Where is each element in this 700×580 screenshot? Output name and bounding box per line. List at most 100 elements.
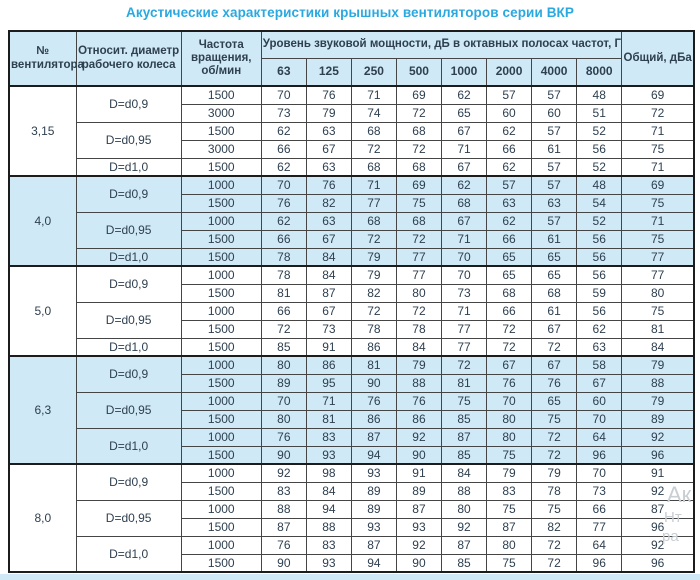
spl-value-cell: 94 <box>305 499 352 519</box>
spl-value-cell: 48 <box>576 175 623 195</box>
spl-value-cell: 70 <box>576 409 623 429</box>
rpm-cell: 1500 <box>180 283 262 303</box>
table-row: D=d1,0 1500 78 84 79 77 70 65 65 56 77 <box>9 247 695 267</box>
spl-value-cell: 87 <box>440 535 488 555</box>
rpm-cell: 1000 <box>180 265 262 285</box>
spl-value-cell: 57 <box>486 85 533 105</box>
spl-value-cell: 68 <box>440 193 488 213</box>
spl-value-cell: 56 <box>576 265 623 285</box>
total-cell: 92 <box>621 481 695 501</box>
spl-value-cell: 65 <box>531 265 578 285</box>
spl-value-cell: 72 <box>260 319 307 339</box>
spl-value-cell: 87 <box>350 535 397 555</box>
table-row: 1500 87 88 93 93 92 87 82 77 96 <box>9 517 695 537</box>
spl-value-cell: 67 <box>440 157 488 177</box>
spl-value-cell: 60 <box>486 103 533 123</box>
spl-value-cell: 71 <box>350 175 397 195</box>
spl-value-cell: 76 <box>531 373 578 393</box>
total-cell: 69 <box>621 175 695 195</box>
spl-value-cell: 78 <box>260 265 307 285</box>
spl-value-cell: 88 <box>440 481 488 501</box>
table-row: 4,0 D=d0,9 1000 70 76 71 69 62 57 57 48 69 <box>8 175 695 267</box>
frequency-header: 1000 <box>440 57 488 87</box>
spl-value-cell: 87 <box>260 517 307 537</box>
spl-value-cell: 76 <box>305 175 352 195</box>
spl-value-cell: 81 <box>305 409 352 429</box>
spl-value-cell: 57 <box>531 157 578 177</box>
spl-value-cell: 85 <box>260 337 307 357</box>
spl-value-cell: 72 <box>395 301 442 321</box>
rpm-cell: 1500 <box>180 445 262 465</box>
spl-value-cell: 62 <box>486 157 533 177</box>
spl-value-cell: 52 <box>576 121 623 141</box>
table-row: D=d0,95 1000 70 71 76 76 75 70 65 60 79 <box>9 391 695 429</box>
spl-value-cell: 67 <box>576 373 623 393</box>
spl-value-cell: 93 <box>395 517 442 537</box>
total-cell: 81 <box>621 319 695 339</box>
spl-span-header: Уровень звуковой мощности, дБ в октавных… <box>260 30 623 59</box>
spl-value-cell: 72 <box>350 301 397 321</box>
spl-value-cell: 86 <box>350 409 397 429</box>
spl-value-cell: 64 <box>576 535 623 555</box>
total-cell: 75 <box>621 229 695 249</box>
total-cell: 72 <box>621 103 695 123</box>
spl-value-cell: 83 <box>305 535 352 555</box>
frequency-header: 4000 <box>531 57 578 87</box>
spl-value-cell: 59 <box>576 283 623 303</box>
spl-value-cell: 52 <box>576 157 623 177</box>
spl-value-cell: 72 <box>395 103 442 123</box>
spl-value-cell: 75 <box>486 499 533 519</box>
total-cell: 80 <box>621 283 695 303</box>
table-row: D=d0,95 1000 62 63 68 68 67 62 57 52 71 <box>9 211 695 249</box>
spl-value-cell: 68 <box>395 121 442 141</box>
rpm-header: Частота вращения, об/мин <box>180 30 262 87</box>
table-row: 1500 90 93 94 90 85 75 72 96 96 <box>9 553 695 573</box>
spl-value-cell: 90 <box>395 553 442 573</box>
rpm-cell: 1000 <box>180 211 262 231</box>
spl-value-cell: 56 <box>576 139 623 159</box>
diameter-cell: D=d1,0 <box>75 427 182 465</box>
spl-value-cell: 65 <box>531 247 578 267</box>
diameter-cell: D=d1,0 <box>75 337 182 357</box>
spl-value-cell: 75 <box>531 409 578 429</box>
spl-value-cell: 76 <box>260 193 307 213</box>
spl-value-cell: 92 <box>395 427 442 447</box>
spl-value-cell: 62 <box>260 121 307 141</box>
spl-value-cell: 72 <box>531 427 578 447</box>
rpm-cell: 1500 <box>180 193 262 213</box>
spl-value-cell: 72 <box>531 553 578 573</box>
total-cell: 87 <box>621 499 695 519</box>
spl-value-cell: 80 <box>395 283 442 303</box>
spl-value-cell: 85 <box>440 445 488 465</box>
spl-value-cell: 68 <box>350 157 397 177</box>
page-title: Акустические характеристики крышных вент… <box>125 5 574 20</box>
rpm-cell: 1500 <box>180 553 262 573</box>
fan-number-cell: 3,15 <box>8 85 77 177</box>
table-row: 1500 89 95 90 88 81 76 76 67 88 <box>9 373 695 393</box>
spl-value-cell: 64 <box>576 427 623 447</box>
fan-number-cell: 5,0 <box>8 265 77 357</box>
spl-value-cell: 71 <box>440 229 488 249</box>
frequency-header: 8000 <box>576 57 623 87</box>
total-cell: 71 <box>621 211 695 231</box>
spl-value-cell: 69 <box>395 85 442 105</box>
fan-number-cell: 8,0 <box>8 463 77 573</box>
spl-value-cell: 70 <box>260 85 307 105</box>
spl-value-cell: 67 <box>305 301 352 321</box>
spl-value-cell: 95 <box>305 373 352 393</box>
rpm-cell: 3000 <box>180 139 262 159</box>
total-cell: 75 <box>621 139 695 159</box>
spl-value-cell: 76 <box>260 427 307 447</box>
spl-value-cell: 72 <box>531 535 578 555</box>
rpm-cell: 1000 <box>180 175 262 195</box>
total-cell: 77 <box>621 247 695 267</box>
spl-value-cell: 62 <box>486 121 533 141</box>
spl-value-cell: 72 <box>350 229 397 249</box>
spl-value-cell: 80 <box>440 499 488 519</box>
spl-value-cell: 73 <box>305 319 352 339</box>
spl-value-cell: 72 <box>350 139 397 159</box>
spl-value-cell: 62 <box>486 211 533 231</box>
diameter-cell: D=d1,0 <box>75 157 182 177</box>
total-cell: 89 <box>621 409 695 429</box>
spl-value-cell: 56 <box>576 247 623 267</box>
